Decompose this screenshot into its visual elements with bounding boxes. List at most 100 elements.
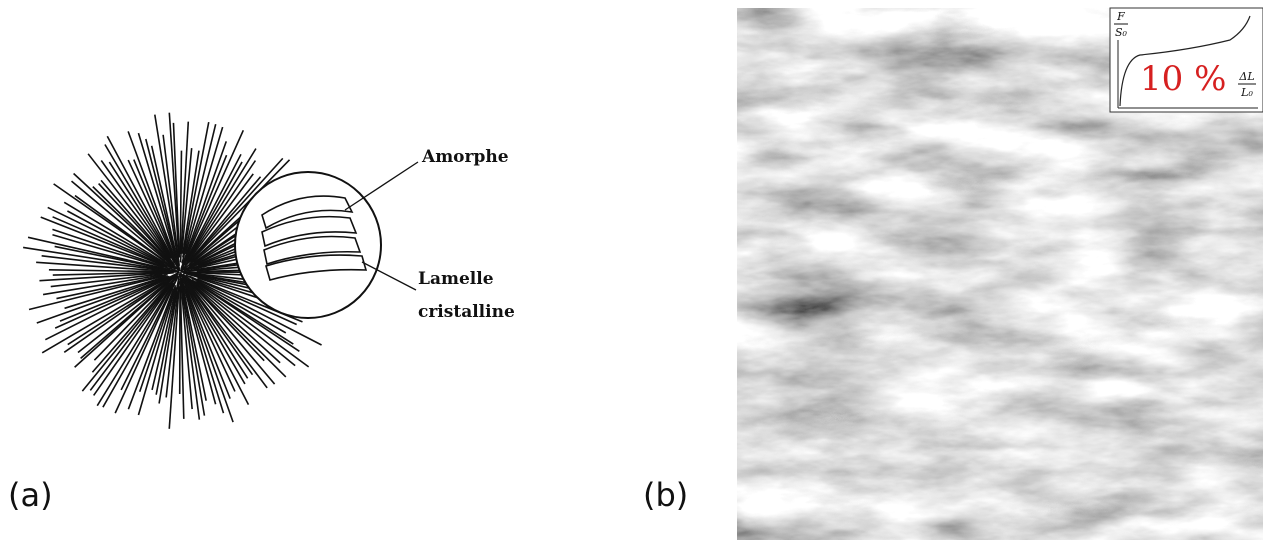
ray: [180, 273, 249, 379]
ray: [155, 273, 181, 395]
ray: [181, 123, 217, 264]
ray: [63, 201, 177, 271]
ray: [74, 194, 166, 262]
ray: [104, 144, 176, 264]
ray: [52, 233, 164, 269]
ray: [50, 271, 174, 288]
ray: [42, 274, 163, 296]
ray: [181, 282, 207, 401]
ray: [54, 245, 165, 270]
panel-label: (b): [643, 476, 688, 514]
ray: [186, 176, 262, 264]
ray: [40, 216, 168, 268]
ray: [184, 126, 224, 255]
ray: [183, 285, 225, 414]
ray: [114, 275, 179, 414]
annotation: Lamelle: [418, 269, 494, 289]
ray: [179, 272, 193, 410]
ray: [91, 273, 179, 373]
ray: [180, 154, 228, 270]
ray: [59, 275, 170, 322]
ray: [56, 273, 168, 300]
panel-label: (a): [8, 476, 53, 514]
ray: [73, 172, 172, 265]
ray: [182, 278, 236, 392]
ray: [191, 279, 300, 353]
ray: [81, 282, 172, 392]
ray: [77, 272, 179, 354]
ray: [133, 159, 177, 262]
ray: [52, 228, 180, 273]
ray: [44, 271, 180, 341]
x-label-num: ΔL: [1238, 70, 1254, 83]
ray: [23, 246, 180, 273]
ray: [87, 153, 176, 266]
ray: [47, 206, 173, 270]
ray: [54, 276, 169, 329]
y-label-num: F: [1116, 10, 1125, 23]
ray: [187, 278, 296, 367]
ray: [100, 160, 172, 259]
ray: [100, 179, 172, 262]
ray: [70, 180, 175, 268]
ray: [127, 288, 175, 410]
strain-label: 10 %: [1140, 59, 1226, 99]
ray: [154, 114, 179, 258]
ray: [182, 150, 200, 254]
ray: [179, 121, 190, 263]
inset: F S₀ 10 % ΔL L₀: [1109, 7, 1263, 113]
ray: [182, 153, 242, 267]
ray: [180, 280, 201, 420]
ray: [108, 161, 172, 259]
ray: [181, 274, 276, 385]
ray: [102, 282, 175, 408]
ray: [179, 150, 183, 255]
ray: [184, 130, 245, 261]
ray: [63, 274, 176, 353]
ray: [162, 134, 181, 266]
ray: [189, 159, 291, 263]
ray: [36, 275, 169, 324]
ray: [52, 271, 163, 276]
ray: [186, 278, 281, 364]
ray: [184, 173, 254, 266]
x-label-den: L₀: [1240, 86, 1253, 99]
ray: [137, 132, 177, 259]
ray: [180, 273, 254, 376]
leader-lines: [344, 161, 419, 291]
ray: [179, 272, 250, 406]
ray: [41, 255, 177, 273]
ray: [182, 273, 310, 368]
ray: [182, 121, 210, 258]
ray: [168, 112, 180, 254]
ray: [179, 161, 243, 272]
ray: [67, 210, 165, 265]
ray: [80, 273, 179, 359]
ray: [93, 275, 179, 396]
ray: [93, 281, 171, 361]
ray: [27, 236, 171, 271]
ray: [183, 276, 268, 389]
ray: [96, 282, 175, 407]
ray: [168, 286, 180, 429]
y-label-den: S₀: [1115, 26, 1128, 39]
annotation: Amorphe: [421, 147, 509, 167]
ray: [195, 280, 287, 334]
ray: [186, 279, 265, 362]
ray: [189, 275, 297, 326]
ray: [127, 159, 177, 263]
ray: [89, 279, 175, 391]
ray: [28, 275, 165, 311]
ray: [185, 274, 322, 346]
ray: [179, 281, 185, 419]
ray: [180, 141, 228, 270]
ray: [180, 157, 284, 272]
ray: [151, 287, 178, 391]
ray: [180, 148, 193, 254]
ray: [92, 186, 178, 270]
ray: [186, 160, 257, 263]
ray: [64, 275, 167, 310]
annotation: cristalline: [418, 302, 515, 322]
ray: [158, 291, 178, 404]
